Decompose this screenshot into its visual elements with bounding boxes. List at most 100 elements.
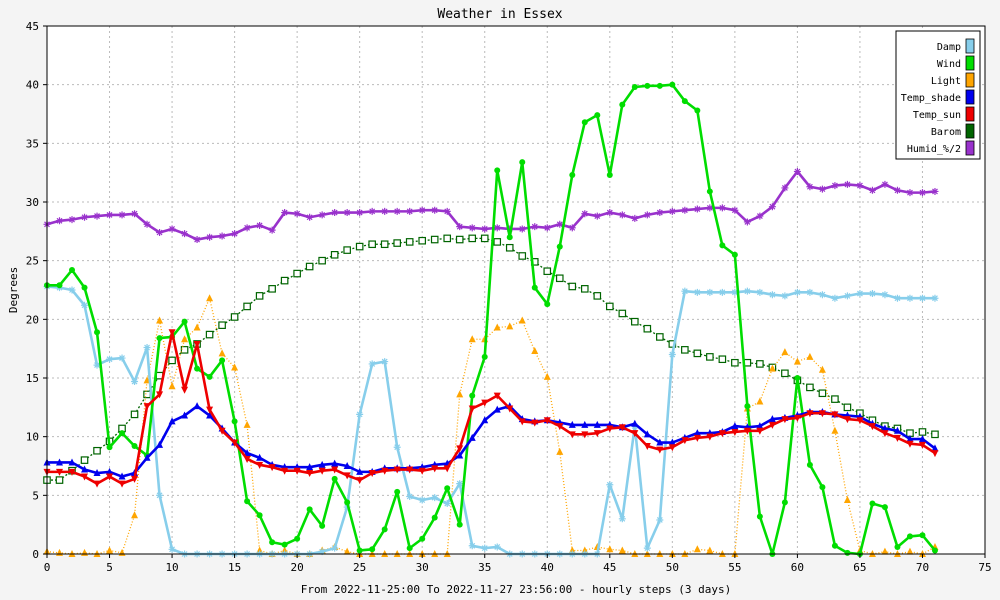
y-tick-label: 5 bbox=[32, 489, 39, 502]
data-point bbox=[181, 230, 189, 238]
data-point bbox=[681, 98, 688, 105]
data-point bbox=[468, 335, 476, 343]
data-point bbox=[831, 542, 838, 549]
data-point bbox=[618, 309, 627, 318]
data-point bbox=[706, 188, 713, 195]
data-point bbox=[693, 205, 701, 213]
data-point bbox=[418, 467, 426, 475]
data-point bbox=[505, 243, 514, 252]
data-point bbox=[331, 459, 339, 467]
data-point bbox=[743, 287, 751, 295]
data-point bbox=[231, 230, 239, 238]
data-point bbox=[168, 417, 176, 425]
data-point bbox=[143, 403, 151, 411]
data-point bbox=[443, 207, 451, 215]
data-point bbox=[206, 294, 214, 302]
data-point bbox=[768, 415, 776, 423]
data-point bbox=[818, 185, 826, 193]
data-point bbox=[756, 397, 764, 405]
data-point bbox=[305, 262, 314, 271]
y-tick-label: 20 bbox=[26, 313, 39, 326]
data-point bbox=[56, 217, 64, 225]
data-point bbox=[643, 544, 651, 552]
data-point bbox=[293, 210, 301, 218]
data-point bbox=[843, 496, 851, 504]
data-point bbox=[343, 462, 351, 469]
data-point bbox=[418, 206, 426, 214]
data-point bbox=[356, 209, 364, 217]
data-point bbox=[693, 349, 702, 358]
data-point bbox=[668, 351, 676, 359]
data-point bbox=[681, 437, 689, 445]
data-point bbox=[468, 433, 476, 441]
data-point bbox=[168, 225, 176, 233]
data-point bbox=[494, 167, 501, 174]
data-point bbox=[368, 240, 376, 249]
data-point bbox=[919, 532, 926, 539]
data-point bbox=[143, 220, 151, 228]
legend-swatch bbox=[965, 89, 975, 105]
data-point bbox=[56, 468, 64, 476]
data-point bbox=[106, 355, 114, 363]
data-point bbox=[206, 411, 214, 419]
data-point bbox=[143, 453, 151, 461]
data-point bbox=[106, 211, 114, 219]
data-point bbox=[56, 458, 64, 466]
data-point bbox=[206, 406, 214, 414]
data-point bbox=[731, 422, 739, 430]
data-point bbox=[681, 346, 689, 354]
data-point bbox=[143, 390, 151, 399]
data-point bbox=[681, 206, 689, 214]
plot-frame bbox=[46, 25, 986, 555]
data-point bbox=[706, 433, 714, 441]
data-point bbox=[68, 216, 76, 224]
data-point bbox=[643, 443, 651, 451]
data-point bbox=[318, 467, 326, 475]
data-point bbox=[406, 466, 414, 474]
data-point bbox=[481, 225, 489, 233]
data-point bbox=[481, 544, 489, 552]
data-point bbox=[456, 445, 464, 453]
data-point bbox=[431, 206, 439, 214]
data-point bbox=[119, 430, 126, 437]
data-point bbox=[831, 395, 839, 403]
data-point bbox=[843, 292, 851, 300]
data-point bbox=[218, 427, 226, 435]
data-point bbox=[431, 514, 438, 521]
data-point bbox=[393, 466, 401, 474]
data-point bbox=[781, 348, 789, 356]
data-point bbox=[419, 535, 426, 542]
data-point bbox=[343, 547, 351, 555]
data-point bbox=[80, 456, 89, 464]
data-point bbox=[268, 285, 276, 293]
data-point bbox=[606, 545, 614, 553]
data-point bbox=[218, 232, 226, 240]
data-point bbox=[881, 291, 889, 299]
data-point bbox=[68, 458, 76, 466]
data-point bbox=[294, 535, 301, 542]
legend-swatch bbox=[965, 38, 975, 54]
data-point bbox=[218, 349, 226, 357]
data-point bbox=[269, 539, 276, 546]
data-point bbox=[506, 405, 514, 413]
data-point bbox=[693, 429, 701, 437]
data-point bbox=[244, 498, 251, 505]
data-point bbox=[131, 475, 139, 483]
data-point bbox=[906, 547, 914, 555]
data-point bbox=[355, 242, 364, 251]
data-point bbox=[543, 372, 551, 380]
data-point bbox=[168, 382, 176, 390]
data-point bbox=[231, 439, 239, 447]
data-point bbox=[819, 484, 826, 491]
data-point bbox=[781, 499, 788, 506]
data-point bbox=[131, 443, 138, 450]
legend: Damp Wind Light Temp_shade Temp_sun Barom Humi… bbox=[895, 30, 981, 160]
data-point bbox=[343, 209, 351, 217]
data-point bbox=[318, 211, 326, 219]
y-tick-label: 10 bbox=[26, 431, 39, 444]
data-point bbox=[731, 358, 739, 367]
data-point bbox=[206, 233, 214, 241]
data-point bbox=[243, 302, 251, 311]
data-point bbox=[643, 324, 652, 333]
